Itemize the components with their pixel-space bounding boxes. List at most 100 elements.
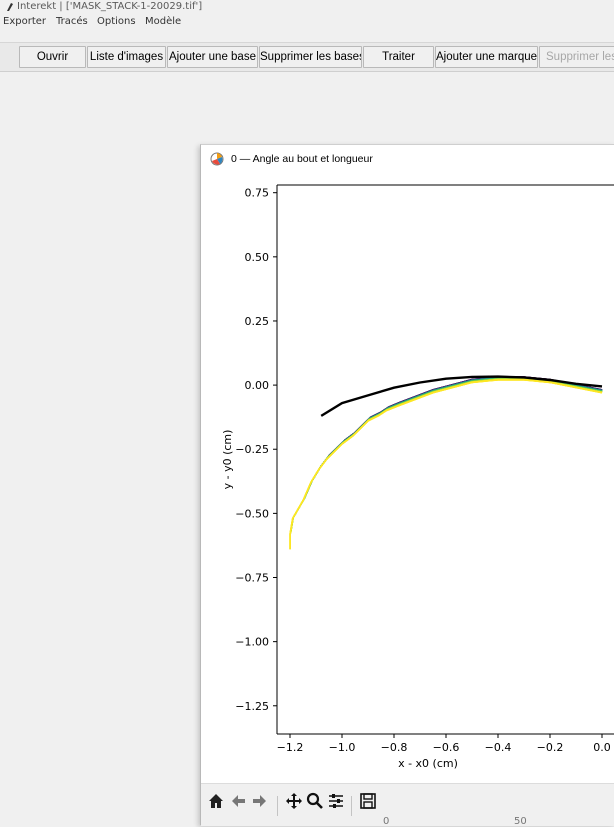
add-mark-button[interactable]: Ajouter une marque: [435, 46, 538, 68]
final-curve-line: [320, 375, 603, 417]
series-line: [312, 377, 603, 481]
y-tick-label: 0.25: [245, 315, 270, 328]
series-line: [319, 377, 603, 468]
toolbar-separator: [277, 796, 278, 816]
home-icon[interactable]: [207, 792, 225, 810]
app-icon: [7, 3, 13, 11]
toolbar: Ouvrir Liste d'images Ajouter une base S…: [0, 42, 614, 72]
series-line: [320, 376, 603, 468]
series-line: [328, 376, 603, 457]
save-icon[interactable]: [359, 792, 377, 810]
series-line: [289, 379, 603, 550]
series-line: [320, 377, 603, 468]
series-line: [328, 376, 603, 457]
y-tick-label: −0.25: [235, 443, 269, 456]
series-line: [292, 378, 603, 518]
remove-marks-button[interactable]: Supprimer les: [539, 46, 614, 68]
series-line: [328, 376, 603, 457]
series-line: [328, 376, 603, 457]
menu-modele[interactable]: Modèle: [145, 16, 182, 27]
y-tick-label: −1.25: [235, 700, 269, 713]
series-line: [311, 377, 603, 481]
series-line: [328, 376, 603, 457]
series-line: [311, 377, 603, 481]
y-tick-label: 0.00: [245, 379, 270, 392]
open-button[interactable]: Ouvrir: [19, 46, 86, 68]
app-titlebar: Interekt | ['MASK_STACK-1-20029.tif']: [0, 0, 614, 14]
toolbar-separator: [351, 796, 352, 816]
y-axis-label: y - y0 (cm): [221, 430, 234, 490]
series-line: [328, 376, 603, 457]
plot-navigation-toolbar: 0 50: [201, 783, 614, 827]
x-tick-label: 0.0: [593, 741, 611, 754]
series-line: [292, 378, 603, 518]
y-tick-label: −1.00: [235, 636, 269, 649]
series-line: [320, 376, 603, 468]
series-line: [289, 378, 603, 534]
series-line: [292, 378, 603, 518]
plot-window-title: 0 — Angle au bout et longueur: [231, 153, 373, 165]
forward-arrow-icon[interactable]: [251, 792, 269, 810]
series-line: [293, 378, 603, 518]
bottom-partial-label: 50: [514, 816, 527, 827]
x-tick-label: −1.2: [277, 741, 304, 754]
menu-traces[interactable]: Tracés: [56, 16, 88, 27]
back-arrow-icon[interactable]: [229, 792, 247, 810]
series-line: [311, 377, 603, 481]
series-line: [328, 376, 603, 457]
series-line: [292, 378, 603, 518]
x-tick-label: −0.4: [485, 741, 512, 754]
x-tick-label: −0.2: [537, 741, 564, 754]
x-tick-label: −1.0: [329, 741, 356, 754]
image-list-button[interactable]: Liste d'images: [87, 46, 166, 68]
series-line: [289, 378, 603, 534]
y-tick-label: −0.50: [235, 507, 269, 520]
series-line: [290, 378, 603, 533]
remove-bases-button[interactable]: Supprimer les bases: [259, 46, 362, 68]
plot-window: 0 — Angle au bout et longueur 0.75 0.50 0.…: [200, 144, 614, 827]
axes: [276, 184, 614, 735]
series-line: [311, 377, 603, 481]
series-line: [292, 378, 603, 518]
series-line: [289, 378, 603, 534]
x-tick-label: −0.8: [381, 741, 408, 754]
series-line: [328, 376, 603, 457]
series-line: [289, 378, 603, 534]
series-line: [320, 376, 603, 468]
series-line: [292, 378, 603, 518]
series-line: [320, 376, 603, 468]
menu-bar: Exporter Tracés Options Modèle: [0, 14, 614, 30]
series-line: [289, 378, 603, 534]
series-line: [336, 376, 603, 449]
series-line: [311, 377, 603, 481]
series-line: [311, 377, 603, 481]
series-line: [289, 378, 603, 534]
add-base-button[interactable]: Ajouter une base: [167, 46, 258, 68]
configure-subplots-icon[interactable]: [327, 792, 345, 810]
series-line: [311, 377, 603, 481]
matplotlib-icon: [210, 152, 224, 166]
bottom-partial-label: 0: [383, 816, 390, 827]
menu-options[interactable]: Options: [97, 16, 136, 27]
y-tick-label: 0.75: [245, 187, 270, 200]
tick-labels: 0.75 0.50 0.25 0.00 −0.25 −0.50 −0.75 −1.00 −1.2…: [235, 187, 610, 754]
series-line: [289, 378, 603, 534]
pan-icon[interactable]: [285, 792, 303, 810]
series-line: [289, 378, 603, 534]
series-line: [319, 377, 603, 468]
menu-exporter[interactable]: Exporter: [3, 16, 46, 27]
y-tick-label: 0.50: [245, 251, 270, 264]
series-line: [328, 376, 603, 457]
x-tick-label: −0.6: [433, 741, 460, 754]
series-line: [290, 378, 603, 534]
process-button[interactable]: Traiter: [363, 46, 434, 68]
series-line: [320, 376, 603, 468]
series-line: [328, 376, 603, 457]
series-line: [319, 377, 603, 468]
x-axis-label: x - x0 (cm): [398, 757, 458, 770]
y-tick-label: −0.75: [235, 572, 269, 585]
chart-marks: [289, 375, 603, 550]
zoom-icon[interactable]: [306, 792, 324, 810]
plot-window-titlebar: 0 — Angle au bout et longueur: [201, 145, 614, 173]
app-title: Interekt | ['MASK_STACK-1-20029.tif']: [17, 1, 203, 12]
